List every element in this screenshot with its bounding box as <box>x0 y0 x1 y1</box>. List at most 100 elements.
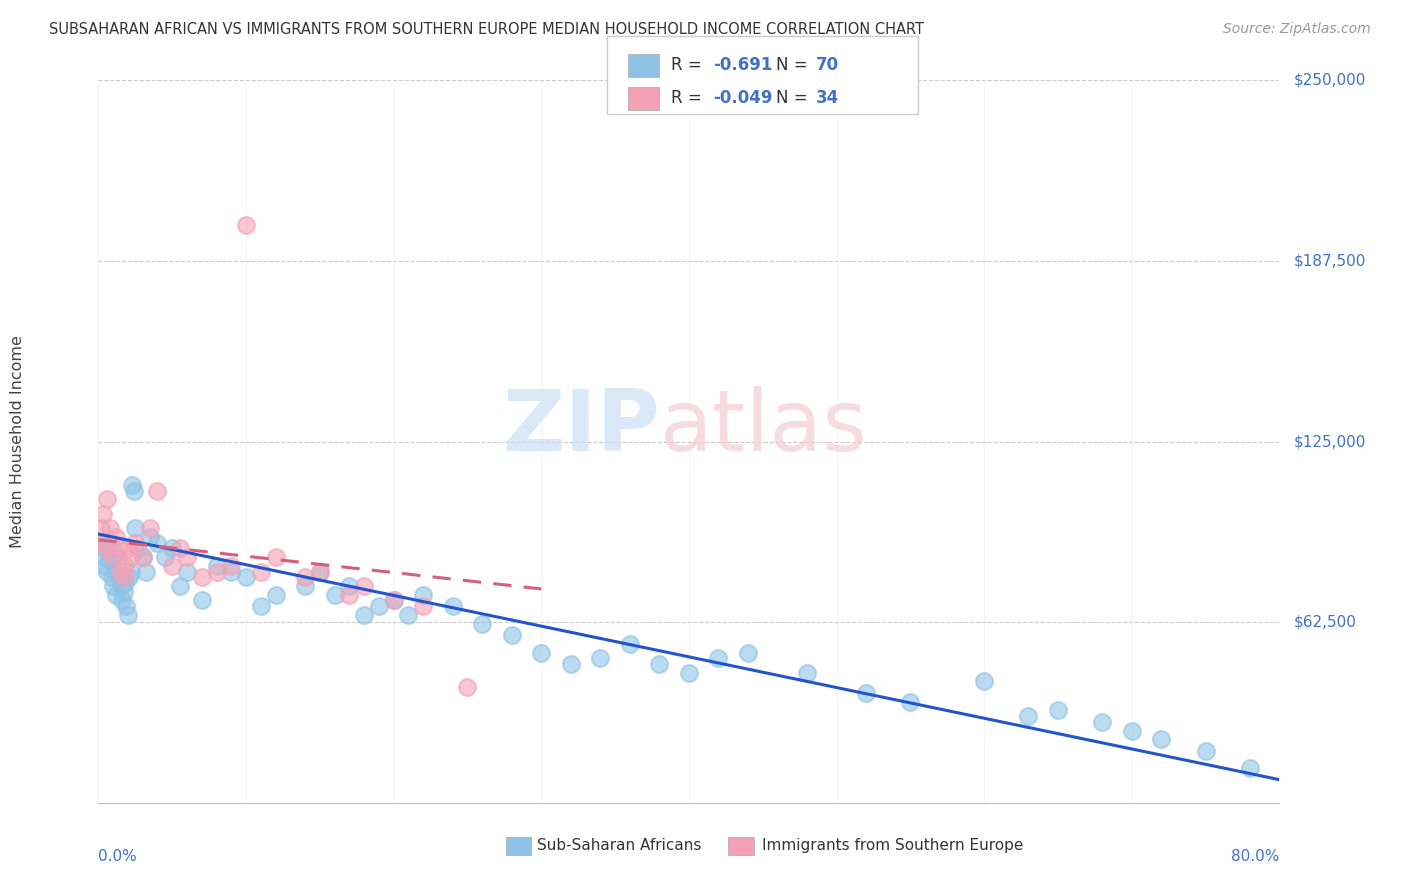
Point <box>146 483 169 498</box>
Point <box>1018 709 1040 723</box>
Point <box>339 579 361 593</box>
Point <box>111 593 134 607</box>
Point <box>235 218 257 232</box>
Point <box>1121 723 1143 738</box>
Point <box>110 579 132 593</box>
Point <box>737 646 759 660</box>
Point <box>1239 761 1261 775</box>
Point <box>91 541 114 556</box>
Point <box>98 521 121 535</box>
Point <box>353 607 375 622</box>
Point <box>973 674 995 689</box>
Point <box>114 576 136 591</box>
Point <box>91 507 114 521</box>
Point <box>294 579 316 593</box>
Point <box>169 541 191 556</box>
Point <box>471 616 494 631</box>
Point <box>108 541 131 556</box>
Point <box>1091 714 1114 729</box>
Point <box>339 588 361 602</box>
Point <box>100 570 122 584</box>
Point <box>560 657 582 671</box>
Point <box>97 553 120 567</box>
Point <box>153 550 176 565</box>
Text: 70: 70 <box>815 56 838 74</box>
Text: Source: ZipAtlas.com: Source: ZipAtlas.com <box>1223 22 1371 37</box>
Text: R =: R = <box>671 56 707 74</box>
Point <box>90 521 112 535</box>
Point <box>323 588 346 602</box>
Point <box>120 550 142 565</box>
Point <box>412 599 434 614</box>
Text: Sub-Saharan Africans: Sub-Saharan Africans <box>537 838 702 853</box>
Point <box>90 535 112 549</box>
Text: -0.049: -0.049 <box>713 89 772 107</box>
Point <box>1150 732 1173 747</box>
Text: SUBSAHARAN AFRICAN VS IMMIGRANTS FROM SOUTHERN EUROPE MEDIAN HOUSEHOLD INCOME CO: SUBSAHARAN AFRICAN VS IMMIGRANTS FROM SO… <box>49 22 924 37</box>
Point <box>264 550 287 565</box>
Point <box>589 651 612 665</box>
Point <box>132 550 155 565</box>
Point <box>294 570 316 584</box>
Point <box>382 593 405 607</box>
Point <box>103 550 125 565</box>
Point <box>707 651 730 665</box>
Point <box>162 558 183 573</box>
Point <box>1047 703 1070 717</box>
Text: N =: N = <box>776 56 813 74</box>
Point <box>382 593 405 607</box>
Point <box>457 680 479 694</box>
Point <box>94 558 117 573</box>
Text: N =: N = <box>776 89 813 107</box>
Point <box>309 565 332 579</box>
Point <box>235 570 257 584</box>
Point <box>139 530 162 544</box>
Point <box>205 558 228 573</box>
Point <box>250 565 273 579</box>
Point <box>169 579 191 593</box>
Point <box>1195 744 1218 758</box>
Text: atlas: atlas <box>659 385 868 468</box>
Point <box>441 599 464 614</box>
Point <box>176 565 198 579</box>
Text: 80.0%: 80.0% <box>1232 849 1279 864</box>
Point <box>530 646 553 660</box>
Point <box>112 570 135 584</box>
Text: R =: R = <box>671 89 707 107</box>
Text: Immigrants from Southern Europe: Immigrants from Southern Europe <box>762 838 1024 853</box>
Point <box>108 570 131 584</box>
Point <box>110 565 132 579</box>
Text: $125,000: $125,000 <box>1295 434 1367 449</box>
Point <box>146 535 169 549</box>
Point <box>112 584 135 599</box>
Point <box>139 521 162 535</box>
Text: Median Household Income: Median Household Income <box>10 335 25 548</box>
Point <box>176 550 198 565</box>
Point <box>900 695 922 709</box>
Text: -0.691: -0.691 <box>713 56 772 74</box>
Point <box>250 599 273 614</box>
Point <box>94 541 117 556</box>
Point <box>796 665 818 680</box>
Text: $187,500: $187,500 <box>1295 253 1367 268</box>
Point <box>104 565 127 579</box>
Point <box>353 579 375 593</box>
Point <box>120 565 142 579</box>
Point <box>124 535 146 549</box>
Point <box>103 579 125 593</box>
Point <box>121 478 143 492</box>
Point <box>127 541 149 556</box>
Point <box>501 628 523 642</box>
Point <box>96 565 118 579</box>
Point <box>619 637 641 651</box>
Point <box>162 541 183 556</box>
Point <box>132 550 155 565</box>
Point <box>107 550 129 565</box>
Point <box>855 686 877 700</box>
Point <box>264 588 287 602</box>
Text: $250,000: $250,000 <box>1295 73 1367 87</box>
Point <box>93 535 115 549</box>
Point <box>221 565 243 579</box>
Point <box>115 599 138 614</box>
Point <box>124 521 146 535</box>
